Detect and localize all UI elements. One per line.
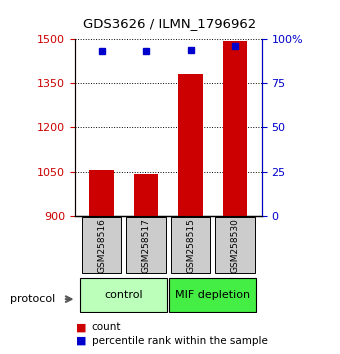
- Text: GDS3626 / ILMN_1796962: GDS3626 / ILMN_1796962: [83, 17, 257, 30]
- Text: protocol: protocol: [10, 294, 55, 304]
- Bar: [178, 74, 203, 216]
- Text: ■: ■: [76, 336, 87, 346]
- Text: GSM258517: GSM258517: [141, 218, 151, 273]
- Bar: [169, 278, 256, 312]
- Text: MIF depletion: MIF depletion: [175, 290, 250, 300]
- Text: control: control: [104, 290, 143, 300]
- Text: count: count: [92, 322, 121, 332]
- Bar: [171, 217, 210, 273]
- Bar: [223, 41, 247, 216]
- Bar: [134, 174, 158, 216]
- Bar: [126, 217, 166, 273]
- Bar: [80, 278, 167, 312]
- Text: GSM258515: GSM258515: [186, 218, 195, 273]
- Text: GSM258530: GSM258530: [231, 218, 240, 273]
- Bar: [82, 217, 121, 273]
- Text: GSM258516: GSM258516: [97, 218, 106, 273]
- Text: percentile rank within the sample: percentile rank within the sample: [92, 336, 268, 346]
- Bar: [89, 170, 114, 216]
- Text: ■: ■: [76, 322, 87, 332]
- Bar: [216, 217, 255, 273]
